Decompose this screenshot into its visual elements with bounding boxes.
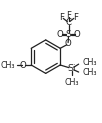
Text: O: O: [20, 61, 27, 69]
Text: O: O: [65, 39, 72, 48]
Text: O: O: [56, 30, 63, 39]
Text: S: S: [66, 30, 71, 39]
Text: Si: Si: [67, 64, 76, 73]
Text: CH₃: CH₃: [0, 61, 14, 69]
Text: F: F: [73, 13, 78, 22]
Text: CH₃: CH₃: [82, 58, 97, 67]
Text: C: C: [66, 18, 72, 27]
Text: F: F: [59, 13, 64, 22]
Text: O: O: [74, 30, 81, 39]
Text: CH₃: CH₃: [64, 78, 79, 87]
Text: F: F: [66, 11, 71, 20]
Text: CH₃: CH₃: [82, 68, 97, 77]
